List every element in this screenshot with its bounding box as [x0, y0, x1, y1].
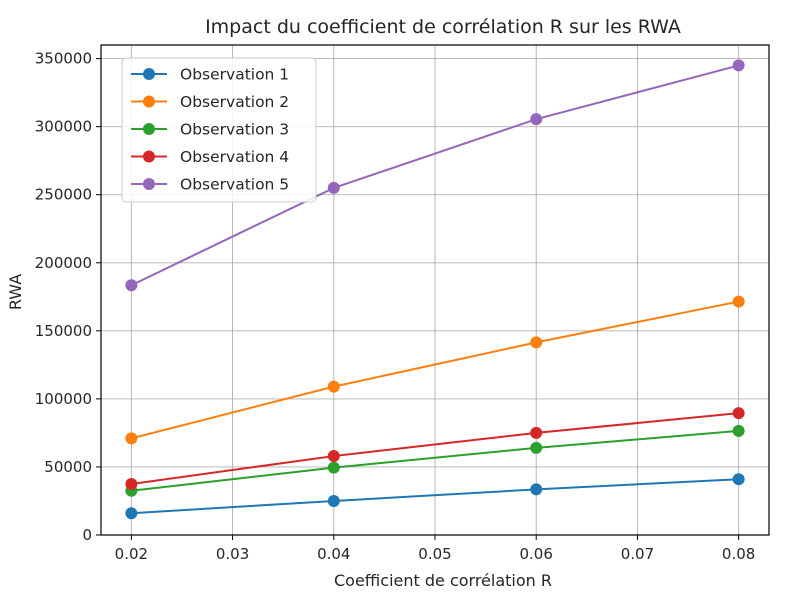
y-tick-label: 250000 — [35, 186, 92, 204]
legend-box — [121, 57, 317, 203]
grid — [101, 45, 769, 536]
legend-item: Observation 1 — [131, 66, 289, 84]
legend-label: Observation 1 — [180, 66, 289, 84]
y-tick-label: 0 — [82, 526, 92, 544]
series-layer — [125, 59, 745, 520]
legend-marker — [143, 95, 155, 108]
series-2 — [125, 295, 745, 445]
data-point — [327, 461, 340, 474]
data-point — [125, 477, 138, 490]
legend-label: Observation 4 — [180, 148, 289, 166]
data-point — [732, 407, 745, 420]
x-axis-label: Coefficient de corrélation R — [334, 571, 552, 590]
series-4 — [125, 407, 745, 490]
data-point — [530, 483, 543, 496]
legend: Observation 1 Observation 2 Observation 3 O… — [121, 57, 317, 203]
series-line — [131, 478, 739, 515]
legend-marker — [143, 123, 155, 135]
y-tick-label: 300000 — [35, 118, 92, 136]
data-point — [327, 494, 340, 507]
x-tick-label: 0.06 — [520, 545, 553, 563]
series-line — [130, 64, 739, 287]
data-point — [530, 113, 543, 126]
x-axis-ticks: 0.02 0.03 0.04 0.05 0.06 0.07 0.08 — [115, 535, 755, 563]
data-point — [327, 450, 340, 463]
x-tick-label: 0.05 — [418, 545, 451, 563]
data-point — [732, 59, 745, 72]
data-point — [327, 181, 340, 194]
data-point — [530, 336, 543, 349]
legend-item: Observation 3 — [131, 121, 289, 139]
legend-marker — [143, 178, 155, 190]
data-point — [732, 424, 745, 437]
legend-label: Observation 2 — [180, 93, 289, 111]
legend-item: Observation 5 — [131, 176, 289, 194]
data-point — [125, 507, 138, 520]
x-tick-label: 0.08 — [722, 545, 755, 563]
x-tick-label: 0.04 — [317, 545, 350, 563]
legend-marker — [143, 68, 155, 80]
y-axis-ticks: 0 50000 100000 150000 200000 250000 300000 3500… — [35, 50, 101, 544]
data-point — [732, 295, 745, 308]
data-point — [530, 426, 543, 439]
series-line — [131, 412, 739, 485]
x-tick-label: 0.02 — [115, 545, 148, 563]
legend-item: Observation 2 — [131, 93, 289, 111]
x-tick-label: 0.03 — [216, 545, 249, 563]
x-tick-label: 0.07 — [621, 545, 654, 563]
data-point — [125, 279, 138, 292]
y-axis-label: RWA — [6, 274, 25, 310]
data-point — [125, 432, 138, 445]
series-line — [131, 429, 739, 492]
series-1 — [125, 473, 745, 520]
y-tick-label: 100000 — [35, 390, 92, 408]
data-point — [530, 441, 543, 454]
y-tick-label: 350000 — [35, 50, 92, 68]
data-point — [327, 380, 340, 393]
series-line — [131, 300, 739, 440]
legend-label: Observation 3 — [180, 121, 289, 139]
y-tick-label: 50000 — [44, 458, 92, 476]
y-tick-label: 200000 — [35, 254, 92, 272]
legend-label: Observation 5 — [180, 176, 289, 194]
data-point — [732, 473, 745, 486]
legend-marker — [143, 150, 155, 163]
y-tick-label: 150000 — [35, 322, 92, 340]
chart-title: Impact du coefficient de corrélation R s… — [205, 16, 681, 38]
legend-item: Observation 4 — [131, 148, 289, 166]
series-5 — [125, 59, 745, 292]
